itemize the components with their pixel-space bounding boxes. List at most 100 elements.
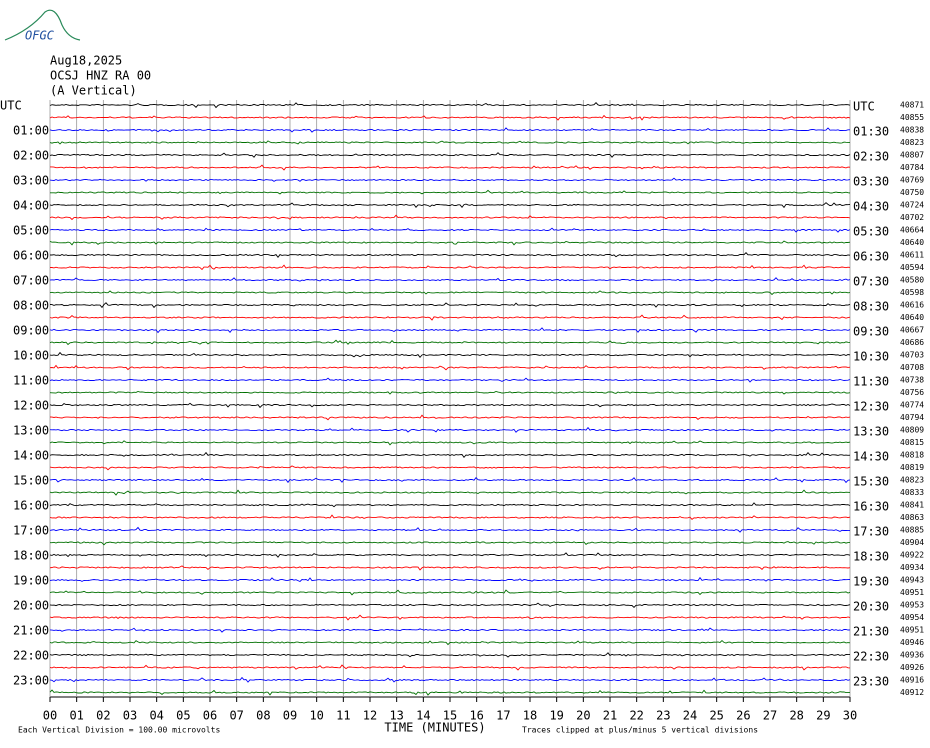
trace bbox=[50, 164, 851, 171]
left-time-label: 01:00 bbox=[13, 124, 49, 138]
right-time-label: 14:30 bbox=[853, 450, 889, 464]
trace-offset: 40594 bbox=[900, 263, 924, 272]
left-time-label: UTC bbox=[0, 99, 22, 113]
right-time-label: 11:30 bbox=[853, 375, 889, 389]
x-tick-label: 01 bbox=[69, 709, 83, 723]
x-tick-label: 19 bbox=[549, 709, 563, 723]
right-time-label: 06:30 bbox=[853, 250, 889, 264]
trace bbox=[49, 240, 851, 246]
x-tick-label: 25 bbox=[709, 709, 723, 723]
trace-offset: 40951 bbox=[900, 588, 924, 597]
x-tick-label: 06 bbox=[203, 709, 217, 723]
left-time-label: 18:00 bbox=[13, 549, 49, 563]
right-time-label: 18:30 bbox=[853, 550, 889, 564]
right-time-label: 17:30 bbox=[853, 525, 889, 539]
trace-offset: 40922 bbox=[900, 551, 924, 560]
left-time-label: 03:00 bbox=[13, 174, 49, 188]
trace-offset: 40934 bbox=[900, 563, 924, 572]
trace bbox=[50, 264, 851, 271]
trace bbox=[49, 514, 851, 521]
right-time-label: 21:30 bbox=[853, 625, 889, 639]
trace-offset: 40664 bbox=[900, 226, 924, 235]
right-time-label: 07:30 bbox=[853, 275, 889, 289]
trace-offset: 40815 bbox=[900, 438, 924, 447]
trace bbox=[49, 614, 851, 621]
trace bbox=[49, 327, 851, 334]
trace bbox=[49, 202, 851, 209]
x-tick-label: 02 bbox=[96, 709, 110, 723]
left-time-label: 08:00 bbox=[13, 299, 49, 313]
trace bbox=[49, 364, 851, 371]
x-tick-label: 08 bbox=[256, 709, 270, 723]
x-tick-label: 30 bbox=[843, 709, 857, 723]
right-time-label: 09:30 bbox=[853, 325, 889, 339]
left-time-label: 10:00 bbox=[13, 349, 49, 363]
trace bbox=[49, 451, 851, 459]
x-tick-label: 27 bbox=[763, 709, 777, 723]
left-time-label: 17:00 bbox=[13, 524, 49, 538]
x-tick-label: 24 bbox=[683, 709, 697, 723]
trace bbox=[49, 689, 851, 696]
x-tick-label: 26 bbox=[736, 709, 750, 723]
left-time-label: 05:00 bbox=[13, 224, 49, 238]
trace bbox=[49, 576, 851, 583]
trace-offset: 40912 bbox=[900, 688, 924, 697]
trace bbox=[49, 314, 851, 321]
left-time-label: 06:00 bbox=[13, 249, 49, 263]
trace-offset: 40640 bbox=[900, 238, 924, 247]
x-tick-label: 09 bbox=[283, 709, 297, 723]
right-time-label: 19:30 bbox=[853, 575, 889, 589]
trace-offset: 40686 bbox=[900, 338, 924, 347]
left-time-label: 16:00 bbox=[13, 499, 49, 513]
trace bbox=[49, 290, 851, 296]
left-time-label: 21:00 bbox=[13, 624, 49, 638]
trace bbox=[49, 114, 851, 121]
left-time-label: 19:00 bbox=[13, 574, 49, 588]
trace-offset: 40823 bbox=[900, 138, 924, 147]
trace bbox=[49, 526, 850, 533]
trace bbox=[49, 177, 851, 182]
right-time-label: 05:30 bbox=[853, 225, 889, 239]
right-time-label: 12:30 bbox=[853, 400, 889, 414]
x-tick-label: 00 bbox=[43, 709, 57, 723]
trace-offset: 40819 bbox=[900, 463, 924, 472]
trace bbox=[49, 214, 851, 221]
right-time-label: 03:30 bbox=[853, 175, 889, 189]
x-tick-label: 16 bbox=[469, 709, 483, 723]
trace bbox=[49, 489, 851, 496]
trace bbox=[49, 339, 851, 346]
x-tick-label: 29 bbox=[816, 709, 830, 723]
trace-offset: 40838 bbox=[900, 126, 924, 135]
trace bbox=[49, 552, 851, 558]
trace-offset: 40943 bbox=[900, 576, 924, 585]
note: Each Vertical Division = 100.00 microvol… bbox=[18, 726, 220, 735]
x-tick-label: 18 bbox=[523, 709, 537, 723]
right-time-label: 20:30 bbox=[853, 600, 889, 614]
left-time-label: 20:00 bbox=[13, 599, 49, 613]
trace-offset: 40750 bbox=[900, 188, 924, 197]
trace bbox=[49, 652, 850, 658]
trace-offset: 40769 bbox=[900, 176, 924, 185]
trace bbox=[49, 227, 851, 233]
trace bbox=[49, 502, 851, 508]
trace-offset: 40833 bbox=[900, 488, 924, 497]
trace-offset: 40708 bbox=[900, 363, 924, 372]
x-axis-label: TIME (MINUTES) bbox=[384, 721, 485, 735]
right-time-label: 13:30 bbox=[853, 425, 889, 439]
x-tick-label: 20 bbox=[576, 709, 590, 723]
trace bbox=[49, 152, 851, 158]
trace-offset: 40756 bbox=[900, 388, 924, 397]
x-tick-label: 04 bbox=[149, 709, 163, 723]
x-tick-label: 05 bbox=[176, 709, 190, 723]
trace-offset: 40580 bbox=[900, 276, 924, 285]
trace bbox=[49, 664, 851, 671]
x-tick-label: 14 bbox=[416, 709, 430, 723]
trace bbox=[49, 602, 851, 609]
trace-offset: 40598 bbox=[900, 288, 924, 297]
trace bbox=[50, 541, 850, 546]
left-time-label: 02:00 bbox=[13, 149, 49, 163]
trace bbox=[49, 302, 851, 309]
trace-offset: 40738 bbox=[900, 376, 924, 385]
trace-offset: 40954 bbox=[900, 613, 924, 622]
